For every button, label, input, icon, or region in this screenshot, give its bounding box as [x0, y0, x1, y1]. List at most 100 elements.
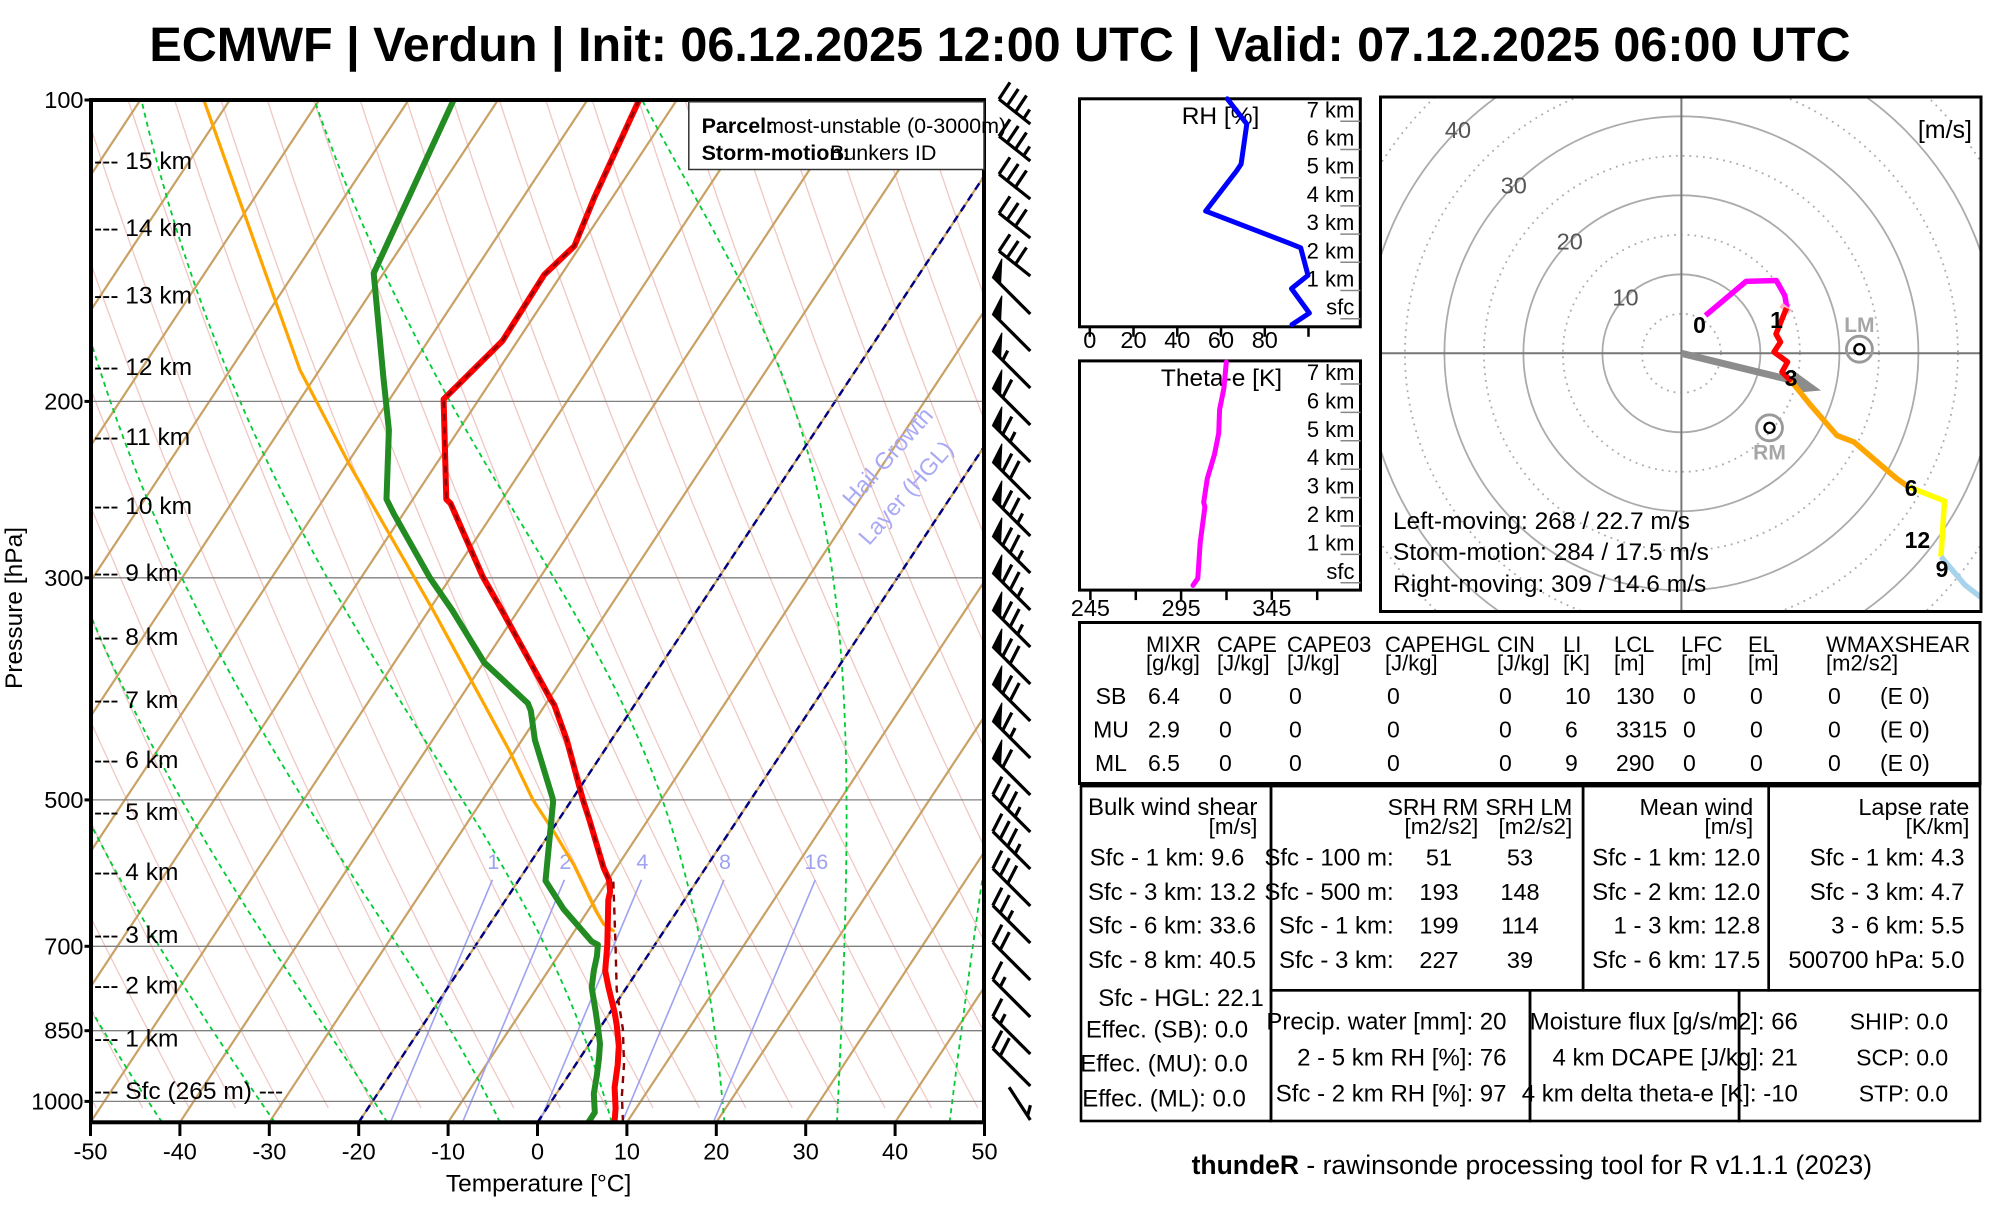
svg-text:2 km: 2 km	[1307, 238, 1355, 263]
svg-text:(E 0): (E 0)	[1880, 683, 1930, 709]
svg-text:[J/kg]: [J/kg]	[1217, 650, 1270, 675]
svg-text:--- 11 km: --- 11 km	[94, 424, 190, 451]
svg-text:0: 0	[1387, 716, 1400, 742]
svg-text:[m/s]: [m/s]	[1704, 814, 1753, 839]
svg-text:LI: LI	[1563, 632, 1581, 657]
svg-text:148: 148	[1500, 879, 1539, 905]
svg-text:Lapse rate: Lapse rate	[1858, 794, 1969, 820]
svg-text:[m/s]: [m/s]	[1209, 814, 1258, 839]
svg-text:[J/kg]: [J/kg]	[1385, 650, 1438, 675]
svg-text:3315: 3315	[1616, 716, 1667, 742]
svg-text:3 km: 3 km	[1307, 474, 1355, 499]
svg-text:60: 60	[1208, 327, 1234, 353]
svg-text:Moisture flux [g/s/m2]: 66: Moisture flux [g/s/m2]: 66	[1530, 1008, 1798, 1035]
svg-text:0: 0	[531, 1139, 544, 1165]
svg-text:Sfc - 3 km: 13.2: Sfc - 3 km: 13.2	[1088, 879, 1256, 906]
svg-text:Effec. (SB): 0.0: Effec. (SB): 0.0	[1086, 1016, 1248, 1043]
svg-text:Sfc - 100 m:: Sfc - 100 m:	[1264, 845, 1393, 872]
svg-text:Sfc - 3 km: 4.7: Sfc - 3 km: 4.7	[1810, 879, 1965, 906]
svg-text:Bunkers ID: Bunkers ID	[830, 141, 936, 165]
svg-text:0: 0	[1499, 683, 1512, 709]
svg-text:Parcel:: Parcel:	[702, 114, 774, 138]
svg-text:SHIP: 0.0: SHIP: 0.0	[1850, 1008, 1948, 1034]
svg-text:Sfc - 6 km: 17.5: Sfc - 6 km: 17.5	[1592, 947, 1760, 974]
svg-text:Storm-motion:: Storm-motion:	[702, 141, 850, 165]
svg-text:-20: -20	[342, 1139, 376, 1165]
svg-text:0: 0	[1499, 750, 1512, 776]
svg-text:1: 1	[487, 850, 499, 874]
svg-text:30: 30	[793, 1139, 819, 1165]
svg-text:6.5: 6.5	[1148, 750, 1180, 776]
svg-text:Sfc - 1 km: 9.6: Sfc - 1 km: 9.6	[1090, 845, 1245, 872]
svg-text:40: 40	[1445, 117, 1471, 143]
svg-text:0: 0	[1499, 716, 1512, 742]
svg-text:Sfc - HGL: 22.1: Sfc - HGL: 22.1	[1098, 985, 1263, 1012]
svg-text:1000: 1000	[31, 1088, 83, 1114]
svg-text:0: 0	[1219, 750, 1232, 776]
svg-text:8: 8	[719, 850, 731, 874]
svg-text:4 km DCAPE [J/kg]: 21: 4 km DCAPE [J/kg]: 21	[1552, 1045, 1797, 1072]
svg-text:--- 3 km: --- 3 km	[94, 922, 178, 949]
svg-text:SCP: 0.0: SCP: 0.0	[1856, 1045, 1948, 1071]
svg-text:sfc: sfc	[1326, 559, 1354, 584]
svg-text:7 km: 7 km	[1307, 360, 1355, 385]
svg-text:0: 0	[1289, 683, 1302, 709]
svg-text:199: 199	[1419, 913, 1458, 939]
svg-text:20: 20	[1120, 327, 1146, 353]
svg-text:2.9: 2.9	[1148, 716, 1180, 742]
svg-text:0: 0	[1750, 750, 1763, 776]
svg-text:4 km delta theta-e [K]: -10: 4 km delta theta-e [K]: -10	[1522, 1081, 1798, 1108]
svg-text:[m2/s2]: [m2/s2]	[1499, 814, 1573, 839]
svg-text:700: 700	[44, 933, 83, 959]
svg-text:6 km: 6 km	[1307, 126, 1355, 151]
svg-text:[m]: [m]	[1614, 650, 1645, 675]
svg-text:--- 8 km: --- 8 km	[94, 624, 178, 651]
svg-text:[m/s]: [m/s]	[1918, 116, 1972, 144]
svg-text:--- 15 km: --- 15 km	[94, 148, 192, 175]
svg-text:39: 39	[1507, 947, 1533, 973]
svg-text:4 km: 4 km	[1307, 445, 1355, 470]
svg-text:Temperature [°C]: Temperature [°C]	[446, 1171, 631, 1198]
svg-text:4 km: 4 km	[1307, 182, 1355, 207]
svg-text:thundeR - rawinsonde processin: thundeR - rawinsonde processing tool for…	[1192, 1150, 1872, 1180]
svg-text:ML: ML	[1095, 750, 1127, 776]
svg-text:6 km: 6 km	[1307, 388, 1355, 413]
svg-text:[g/kg]: [g/kg]	[1146, 650, 1200, 675]
svg-text:80: 80	[1252, 327, 1278, 353]
svg-text:16: 16	[804, 850, 828, 874]
svg-text:0: 0	[1683, 750, 1696, 776]
svg-text:50: 50	[971, 1139, 997, 1165]
svg-text:Sfc - 2 km RH [%]: 97: Sfc - 2 km RH [%]: 97	[1276, 1081, 1507, 1108]
svg-text:Effec. (ML): 0.0: Effec. (ML): 0.0	[1082, 1085, 1246, 1112]
svg-text:SB: SB	[1096, 683, 1127, 709]
svg-text:0: 0	[1387, 683, 1400, 709]
svg-text:30: 30	[1501, 173, 1527, 199]
svg-text:--- Sfc (265 m) ---: --- Sfc (265 m) ---	[94, 1078, 283, 1105]
svg-text:Effec. (MU): 0.0: Effec. (MU): 0.0	[1080, 1051, 1248, 1078]
svg-text:2: 2	[559, 850, 571, 874]
svg-text:--- 5 km: --- 5 km	[94, 799, 178, 826]
svg-text:3: 3	[1785, 365, 1798, 391]
svg-text:CIN: CIN	[1497, 632, 1535, 657]
svg-text:--- 4 km: --- 4 km	[94, 859, 178, 886]
svg-text:53: 53	[1507, 845, 1533, 871]
svg-text:114: 114	[1501, 913, 1538, 939]
svg-text:Sfc - 1 km: 4.3: Sfc - 1 km: 4.3	[1810, 845, 1965, 872]
svg-text:0: 0	[1683, 683, 1696, 709]
svg-text:(E 0): (E 0)	[1880, 750, 1930, 776]
svg-text:12: 12	[1905, 527, 1931, 553]
svg-text:--- 14 km: --- 14 km	[94, 215, 192, 242]
svg-text:9: 9	[1936, 556, 1949, 582]
svg-text:[K]: [K]	[1563, 650, 1590, 675]
svg-text:Sfc - 6 km: 33.6: Sfc - 6 km: 33.6	[1088, 913, 1256, 940]
svg-text:0: 0	[1828, 716, 1841, 742]
svg-text:SRH LM: SRH LM	[1485, 794, 1572, 820]
svg-text:--- 6 km: --- 6 km	[94, 747, 178, 774]
svg-text:1: 1	[1770, 307, 1783, 333]
svg-text:CAPEHGL: CAPEHGL	[1385, 632, 1490, 657]
svg-text:MU: MU	[1093, 716, 1129, 742]
svg-text:LM: LM	[1844, 314, 1874, 337]
svg-text:0: 0	[1683, 716, 1696, 742]
svg-text:-40: -40	[163, 1139, 197, 1165]
svg-text:--- 1 km: --- 1 km	[94, 1026, 178, 1053]
